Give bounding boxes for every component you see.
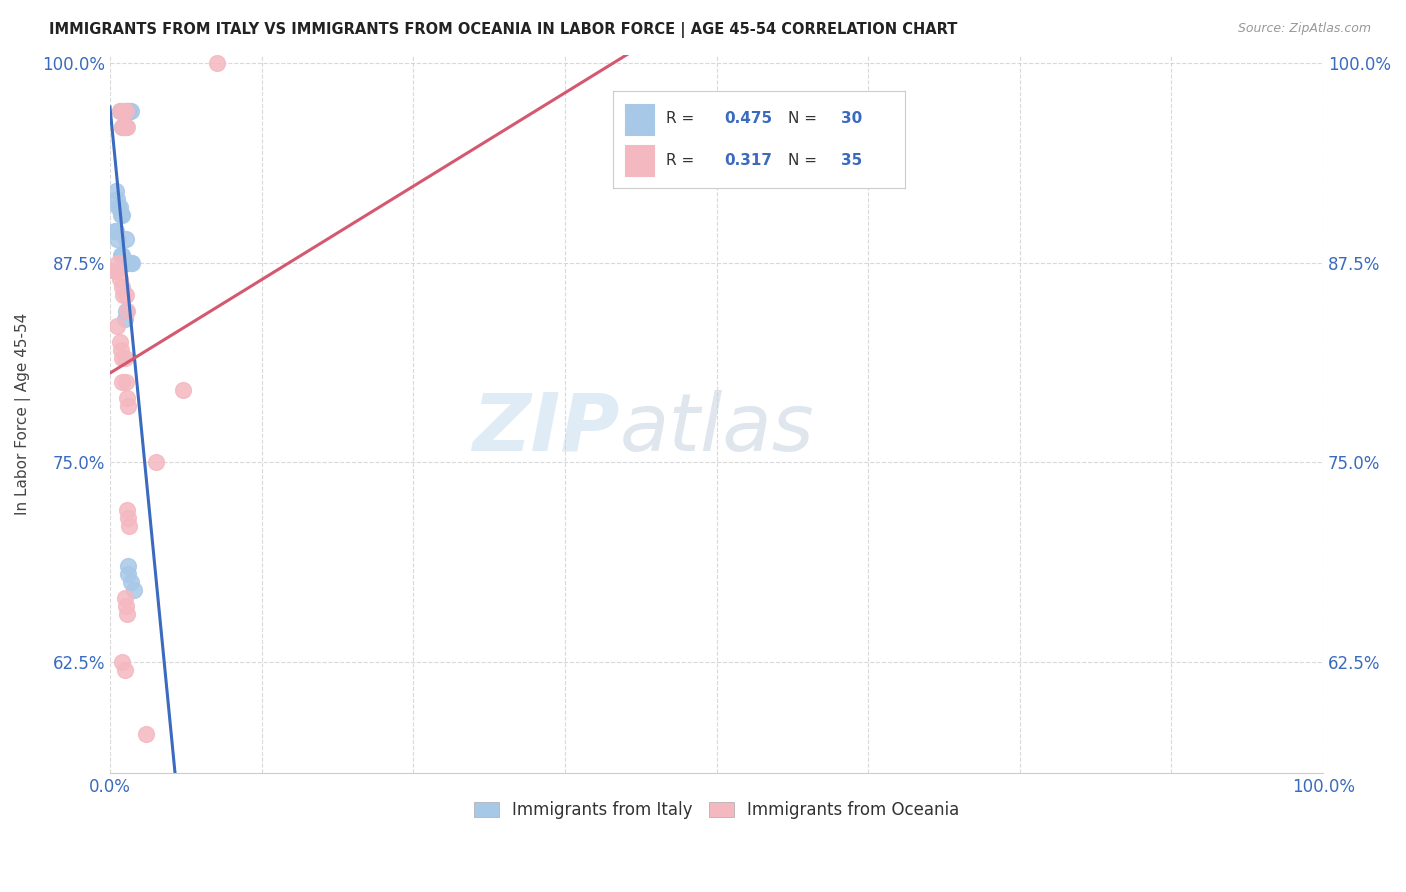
Legend: Immigrants from Italy, Immigrants from Oceania: Immigrants from Italy, Immigrants from O… [467,795,966,826]
Point [172,384,194,398]
Point [105,224,128,238]
Point [108,335,131,350]
Text: Source: ZipAtlas.com: Source: ZipAtlas.com [1237,22,1371,36]
Point [114,287,136,301]
Point [114,303,136,318]
Point [111,120,134,134]
Point [110,208,132,222]
Point [115,103,138,118]
Point [117,558,139,573]
Point [111,376,134,390]
Point [117,399,139,413]
Point [105,319,128,334]
Point [120,574,142,589]
Point [115,255,138,269]
Point [107,255,129,269]
Point [104,263,127,277]
Point [114,103,136,118]
Point [107,200,129,214]
Point [205,56,228,70]
Text: ZIP: ZIP [472,390,620,467]
Point [120,255,142,269]
Point [135,726,157,740]
Point [114,663,136,677]
Point [145,455,167,469]
Point [105,192,128,206]
Point [114,120,136,134]
Text: atlas: atlas [620,390,814,467]
Text: IMMIGRANTS FROM ITALY VS IMMIGRANTS FROM OCEANIA IN LABOR FORCE | AGE 45-54 CORR: IMMIGRANTS FROM ITALY VS IMMIGRANTS FROM… [49,22,957,38]
Point [114,103,136,118]
Point [104,224,127,238]
Point [114,120,136,134]
Point [105,184,128,198]
Point [117,511,139,525]
Point [121,255,143,269]
Point [105,263,128,277]
Point [110,343,132,358]
Point [108,271,131,285]
Y-axis label: In Labor Force | Age 45-54: In Labor Force | Age 45-54 [15,313,31,516]
Point [122,582,145,597]
Point [108,103,131,118]
Point [118,519,141,533]
Point [112,103,135,118]
Point [115,303,138,318]
Point [111,208,134,222]
Point [108,200,131,214]
Point [115,503,138,517]
Point [112,287,135,301]
Point [111,351,134,366]
Point [114,311,136,326]
Point [120,103,142,118]
Point [110,247,132,261]
Point [114,232,136,246]
Point [115,120,138,134]
Point [117,255,139,269]
Point [111,279,134,293]
Point [114,351,136,366]
Point [108,103,131,118]
Point [118,103,141,118]
Point [111,247,134,261]
Point [105,232,128,246]
Point [114,376,136,390]
Point [115,392,138,406]
Point [114,599,136,613]
Point [114,591,136,605]
Point [111,655,134,669]
Point [117,566,139,581]
Point [111,120,134,134]
Point [117,103,139,118]
Point [115,607,138,621]
